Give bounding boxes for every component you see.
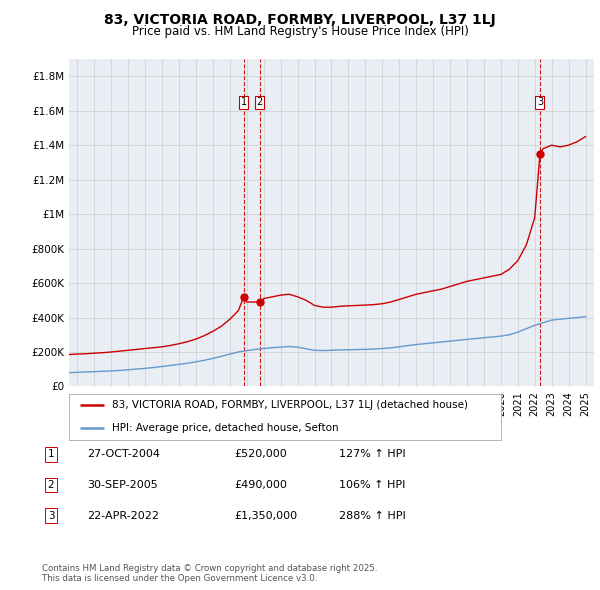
Text: 27-OCT-2004: 27-OCT-2004 <box>87 450 160 459</box>
Text: 106% ↑ HPI: 106% ↑ HPI <box>339 480 406 490</box>
Text: 1: 1 <box>47 450 55 459</box>
Text: £490,000: £490,000 <box>234 480 287 490</box>
Text: 127% ↑ HPI: 127% ↑ HPI <box>339 450 406 459</box>
Text: 288% ↑ HPI: 288% ↑ HPI <box>339 511 406 520</box>
Text: 22-APR-2022: 22-APR-2022 <box>87 511 159 520</box>
Text: 2: 2 <box>47 480 55 490</box>
Text: 1: 1 <box>241 97 247 107</box>
Text: £520,000: £520,000 <box>234 450 287 459</box>
Text: HPI: Average price, detached house, Sefton: HPI: Average price, detached house, Seft… <box>112 423 339 433</box>
Text: 30-SEP-2005: 30-SEP-2005 <box>87 480 158 490</box>
Text: 83, VICTORIA ROAD, FORMBY, LIVERPOOL, L37 1LJ: 83, VICTORIA ROAD, FORMBY, LIVERPOOL, L3… <box>104 13 496 27</box>
Text: 3: 3 <box>537 97 543 107</box>
Text: Price paid vs. HM Land Registry's House Price Index (HPI): Price paid vs. HM Land Registry's House … <box>131 25 469 38</box>
Text: 3: 3 <box>47 511 55 520</box>
Text: 83, VICTORIA ROAD, FORMBY, LIVERPOOL, L37 1LJ (detached house): 83, VICTORIA ROAD, FORMBY, LIVERPOOL, L3… <box>112 400 468 410</box>
Text: Contains HM Land Registry data © Crown copyright and database right 2025.
This d: Contains HM Land Registry data © Crown c… <box>42 563 377 583</box>
Text: 2: 2 <box>256 97 263 107</box>
Text: £1,350,000: £1,350,000 <box>234 511 297 520</box>
